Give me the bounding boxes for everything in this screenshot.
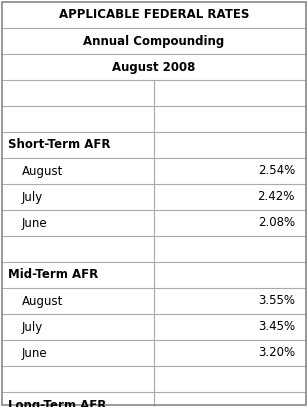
Text: 2.54%: 2.54% xyxy=(258,164,295,177)
Text: Short-Term AFR: Short-Term AFR xyxy=(8,138,111,151)
Text: Long-Term AFR: Long-Term AFR xyxy=(8,398,106,407)
Text: August: August xyxy=(22,295,63,308)
Text: Annual Compounding: Annual Compounding xyxy=(83,35,225,48)
Text: 3.45%: 3.45% xyxy=(258,320,295,333)
Text: 3.55%: 3.55% xyxy=(258,295,295,308)
Text: August 2008: August 2008 xyxy=(112,61,196,74)
Text: Mid-Term AFR: Mid-Term AFR xyxy=(8,269,98,282)
Text: July: July xyxy=(22,190,43,204)
Text: July: July xyxy=(22,320,43,333)
Text: APPLICABLE FEDERAL RATES: APPLICABLE FEDERAL RATES xyxy=(59,9,249,22)
Text: June: June xyxy=(22,217,48,230)
Text: 2.08%: 2.08% xyxy=(258,217,295,230)
Text: 2.42%: 2.42% xyxy=(257,190,295,204)
Text: August: August xyxy=(22,164,63,177)
Text: June: June xyxy=(22,346,48,359)
Text: 3.20%: 3.20% xyxy=(258,346,295,359)
